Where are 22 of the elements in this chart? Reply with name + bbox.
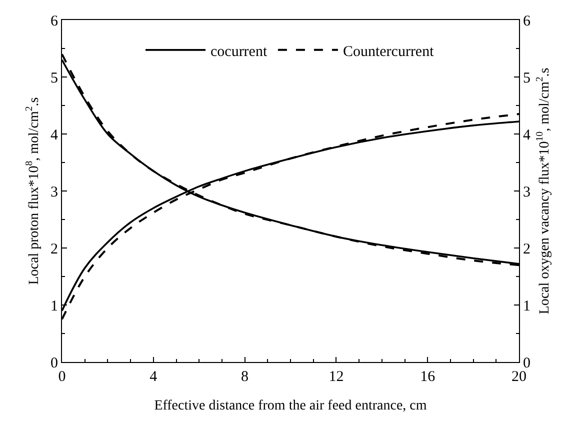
- y-tick-label: 5: [50, 70, 58, 86]
- x-tick-label: 8: [241, 369, 249, 385]
- legend-label: cocurrent: [210, 44, 268, 60]
- x-tick-label: 4: [150, 369, 158, 385]
- legend-label: Countercurrent: [342, 44, 435, 60]
- y2-tick-label: 3: [523, 184, 530, 200]
- y2-tick-label: 4: [523, 127, 531, 144]
- x-tick-label: 12: [328, 369, 344, 385]
- y2-tick-label: 6: [523, 13, 531, 30]
- y2-tick-label: 0: [523, 355, 530, 372]
- y2-tick-label: 5: [523, 70, 530, 86]
- y-tick-label: 2: [50, 241, 58, 258]
- y-tick-label: 0: [50, 355, 58, 372]
- y-tick-label: 1: [50, 298, 58, 314]
- x-axis-title: Effective distance from the air feed entrance, cm: [154, 398, 427, 414]
- y2-tick-label: 1: [523, 298, 530, 314]
- y-tick-label: 3: [50, 184, 58, 200]
- y-tick-label: 4: [50, 127, 58, 144]
- x-tick-label: 16: [420, 369, 436, 385]
- x-tick-label: 20: [512, 369, 526, 385]
- y-tick-label: 6: [50, 13, 58, 30]
- y2-tick-label: 2: [523, 241, 530, 258]
